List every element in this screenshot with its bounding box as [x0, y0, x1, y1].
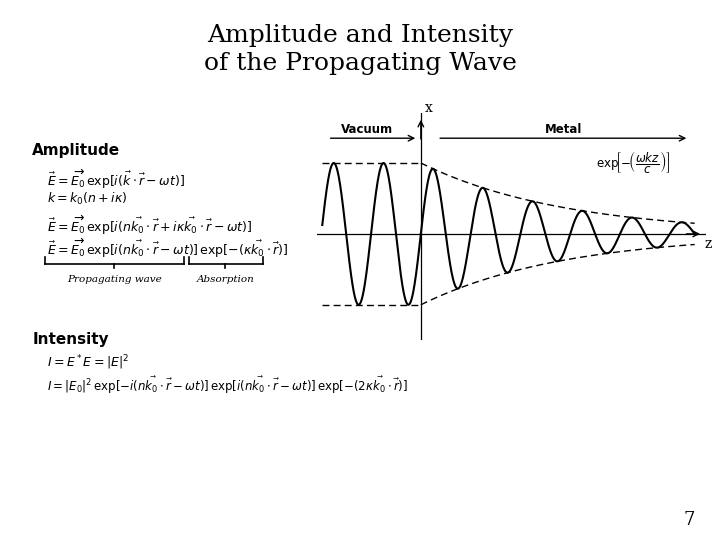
Text: Amplitude and Intensity
of the Propagating Wave: Amplitude and Intensity of the Propagati…	[204, 24, 516, 75]
Text: Amplitude: Amplitude	[32, 143, 120, 158]
Text: $I = |E_0|^2\,\mathrm{exp}[-i(n\vec{k_0}\cdot\vec{r} - \omega t)]\,\mathrm{exp}[: $I = |E_0|^2\,\mathrm{exp}[-i(n\vec{k_0}…	[47, 375, 408, 396]
Text: $\mathrm{exp}\!\left[-\!\left(\dfrac{\omega kz}{c}\right)\right]$: $\mathrm{exp}\!\left[-\!\left(\dfrac{\om…	[596, 150, 671, 176]
Text: Vacuum: Vacuum	[341, 123, 394, 136]
Text: Propagating wave: Propagating wave	[67, 275, 162, 285]
Text: Intensity: Intensity	[32, 332, 109, 347]
Text: $\vec{E} = \overrightarrow{E_0}\,\mathrm{exp}[i(\vec{k}\cdot\vec{r} - \omega t)]: $\vec{E} = \overrightarrow{E_0}\,\mathrm…	[47, 167, 185, 191]
Text: x: x	[426, 101, 433, 115]
Text: z: z	[704, 238, 712, 252]
Text: 7: 7	[683, 511, 695, 529]
Text: Absorption: Absorption	[197, 275, 254, 285]
Text: $I = E^*E = |E|^2$: $I = E^*E = |E|^2$	[47, 354, 129, 372]
Text: $k = k_0(n + i\kappa)$: $k = k_0(n + i\kappa)$	[47, 191, 127, 207]
Text: Metal: Metal	[544, 123, 582, 136]
Text: $\vec{E} = \overrightarrow{E_0}\,\mathrm{exp}[i(n\vec{k_0}\cdot\vec{r} - \omega : $\vec{E} = \overrightarrow{E_0}\,\mathrm…	[47, 237, 288, 260]
Text: $\vec{E} = \overrightarrow{E_0}\,\mathrm{exp}[i(n\vec{k_0}\cdot\vec{r} + i\kappa: $\vec{E} = \overrightarrow{E_0}\,\mathrm…	[47, 214, 252, 237]
